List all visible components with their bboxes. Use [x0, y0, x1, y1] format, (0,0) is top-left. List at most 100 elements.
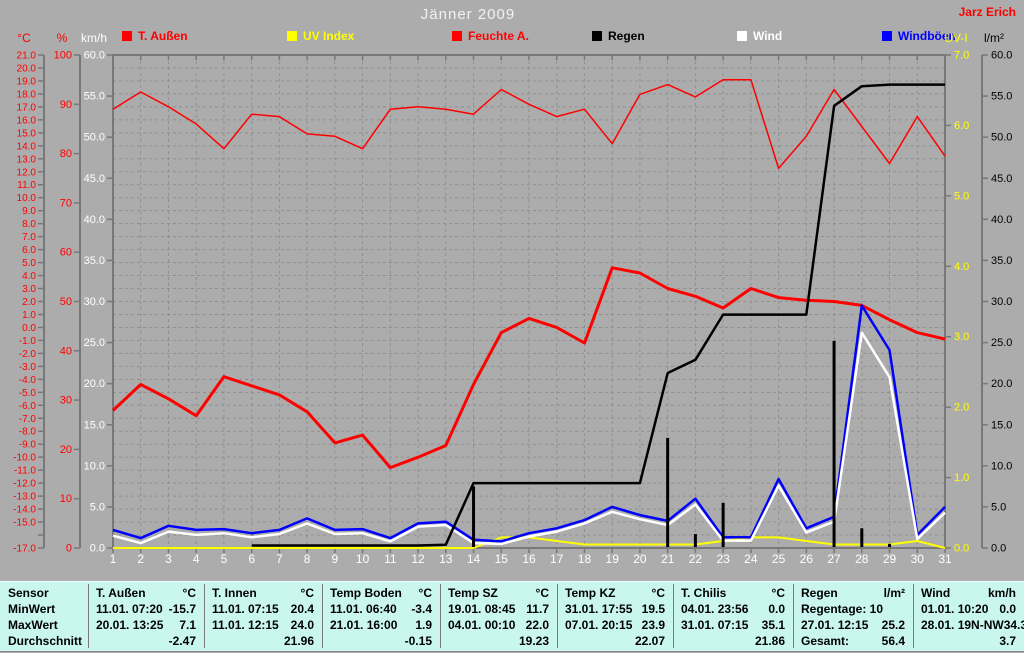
axis-tick-label: -13.0: [13, 492, 36, 503]
table-column-divider: [557, 584, 558, 648]
x-axis-day-label: 15: [495, 552, 509, 566]
axis-tick-label: 12.0: [17, 167, 37, 178]
axis-tick-label: 6.0: [22, 245, 36, 256]
maxwert: 31.01. 07:15 35.1: [673, 617, 793, 633]
legend-item: Feuchte A.: [452, 29, 529, 43]
legend-item: Regen: [592, 29, 645, 43]
sensor-header: Temp Boden °C: [322, 585, 440, 601]
durchschnitt-value: -0.15: [404, 634, 432, 648]
minwert: 11.01. 06:40 -3.4: [322, 601, 440, 617]
sensor-header-value: °C: [771, 586, 785, 600]
axis-tick-label: 16.0: [17, 115, 37, 126]
table-column-divider: [913, 584, 914, 648]
axis-tick-label: 5.0: [991, 501, 1006, 513]
axis-tick-label: 60.0: [84, 50, 105, 62]
x-axis-day-label: 20: [633, 552, 647, 566]
axis-tick-label: 1.0: [954, 472, 969, 484]
sensor-header: T. Außen °C: [88, 585, 204, 601]
minwert-label: 01.01. 10:20: [921, 602, 989, 616]
sensor-header-label: T. Chilis: [681, 586, 727, 600]
axis-tick-label: 35.0: [84, 255, 105, 267]
maxwert: 28.01. 19N-NW 34.3: [913, 617, 1024, 633]
axis-header-wind: km/h: [81, 31, 107, 45]
x-axis-day-label: 28: [855, 552, 869, 566]
rain-bar-day-27: [832, 340, 836, 547]
minwert-label: 19.01. 08:45: [448, 602, 516, 616]
minwert-label: Regentage: 10: [801, 602, 884, 616]
durchschnitt: 21.86: [673, 633, 793, 649]
axis-tick-label: 5.0: [90, 501, 105, 513]
table-column-divider: [88, 584, 89, 648]
axis-tick-label: 10: [60, 493, 72, 505]
axis-tick-label: 1.0: [22, 310, 36, 321]
minwert: Regentage: 10: [793, 601, 913, 617]
maxwert: 04.01. 00:10 22.0: [440, 617, 557, 633]
axis-tick-label: 3.0: [954, 331, 969, 343]
minwert-value: 19.5: [641, 602, 665, 616]
durchschnitt: 3.7: [913, 633, 1024, 649]
axis-tick-label: 6.0: [954, 120, 969, 132]
maxwert-label: 11.01. 12:15: [212, 618, 279, 632]
axis-tick-label: 0.0: [991, 543, 1006, 555]
axis-tick-label: 20.0: [84, 378, 105, 390]
axis-tick-label: -9.0: [19, 440, 37, 451]
x-axis-day-label: 4: [193, 552, 200, 566]
legend-color-swatch: [287, 31, 297, 41]
x-axis-day-label: 3: [165, 552, 172, 566]
table-row-labels: Sensor MinWert MaxWert Durchschnitt: [0, 582, 88, 653]
minwert-value: 11.7: [526, 602, 549, 616]
rain-bar-day-22: [693, 534, 697, 547]
x-axis-day-label: 27: [827, 552, 841, 566]
chart-legend: T. Außen UV Index Feuchte A. Regen Wind Windb…: [0, 29, 1024, 45]
axis-tick-label: 10.0: [991, 460, 1012, 472]
sensor-header-label: Temp KZ: [565, 586, 616, 600]
rain-bar-day-21: [666, 437, 670, 547]
axis-header-uv: UV-I: [944, 31, 967, 45]
sensor-header-value: °C: [535, 586, 549, 600]
x-axis-day-label: 13: [439, 552, 453, 566]
maxwert-value: 23.9: [641, 618, 665, 632]
sensor-header-value: °C: [182, 586, 196, 600]
maxwert-value: 1.9: [415, 618, 432, 632]
maxwert-label: 21.01. 16:00: [330, 618, 398, 632]
minwert: 19.01. 08:45 11.7: [440, 601, 557, 617]
maxwert: 07.01. 20:15 23.9: [557, 617, 673, 633]
axis-tick-label: 5.0: [22, 258, 36, 269]
axis-tick-label: 0: [66, 543, 72, 555]
axis-tick-label: 4.0: [954, 261, 969, 273]
sensor-header: T. Chilis °C: [673, 585, 793, 601]
axis-tick-label: 7.0: [22, 232, 36, 243]
minwert-label: 11.01. 07:15: [212, 602, 279, 616]
minwert-value: 20.4: [290, 602, 314, 616]
sensor-header: Temp KZ °C: [557, 585, 673, 601]
legend-color-swatch: [882, 31, 892, 41]
axis-tick-label: 25.0: [84, 337, 105, 349]
table-row-label-label: Durchschnitt: [8, 634, 83, 648]
axis-tick-label: -11.0: [14, 466, 36, 477]
durchschnitt-value: -2.47: [168, 634, 196, 648]
axis-tick-label: 18.0: [17, 89, 37, 100]
axis-tick-label: -12.0: [13, 479, 36, 490]
x-axis-day-label: 23: [716, 552, 730, 566]
axis-tick-label: 55.0: [84, 91, 105, 103]
axis-header-temp: °C: [17, 31, 31, 45]
table-column-t-au-en: T. Außen °C 11.01. 07:20 -15.7 20.01. 13:25 7…: [88, 582, 204, 653]
maxwert-value: 7.1: [179, 618, 196, 632]
legend-label: Wind: [753, 29, 783, 43]
x-axis-day-label: 30: [911, 552, 925, 566]
legend-color-swatch: [737, 31, 747, 41]
legend-color-swatch: [452, 31, 462, 41]
rain-bar-day-23: [721, 502, 725, 547]
axis-header-rain: l/m²: [984, 31, 1004, 45]
axis-tick-label: -1.0: [19, 336, 37, 347]
axis-tick-label: 2.0: [954, 402, 969, 414]
axis-tick-label: 30.0: [991, 296, 1012, 308]
axis-header-humidity: %: [57, 31, 68, 45]
table-column-wind: Wind km/h 01.01. 10:20 0.0 28.01. 19N-NW 34.3…: [913, 582, 1024, 653]
axis-tick-label: 100: [54, 50, 72, 62]
axis-tick-label: -15.0: [13, 518, 36, 529]
axis-tick-label: 45.0: [84, 173, 105, 185]
x-axis-day-label: 26: [800, 552, 814, 566]
x-axis-day-label: 18: [578, 552, 592, 566]
durchschnitt-value: 21.96: [283, 634, 314, 648]
